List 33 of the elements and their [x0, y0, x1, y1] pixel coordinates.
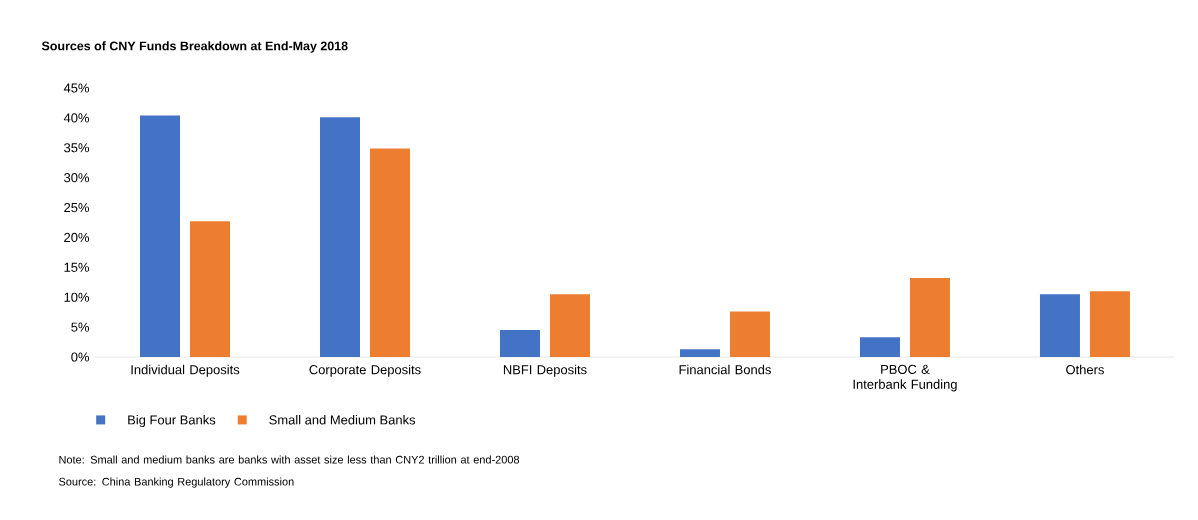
- text: Note: Small and medium banks are banks with asset size less than CNY2 trillion at end-2008: [59, 455, 520, 464]
- y-tick-label: 40%: [63, 113, 90, 123]
- y-tick-label: 0%: [71, 352, 90, 362]
- bar: [729, 311, 770, 357]
- bar: [140, 115, 180, 357]
- y-tick-label: 10%: [64, 292, 90, 302]
- y-tick-label: 35%: [64, 143, 90, 153]
- bar: [859, 337, 900, 357]
- bar: [499, 330, 540, 357]
- bar: [1039, 294, 1080, 357]
- chart-title: Sources of CNY Funds Breakdown at End-May 2018: [41, 41, 348, 53]
- x-tick-label: Corporate Deposits: [309, 364, 421, 377]
- bar: [1089, 291, 1130, 357]
- bar: [909, 278, 950, 357]
- x-tick-label: Financial Bonds: [679, 364, 771, 375]
- y-tick-label: 15%: [64, 262, 90, 272]
- x-tick-label: PBOC & Interbank Funding: [853, 364, 957, 392]
- source-note: Source: China Banking Regulatory Commission: [59, 477, 294, 488]
- y-tick-label: 25%: [64, 202, 90, 213]
- bar: [679, 349, 720, 357]
- bar: [319, 117, 360, 357]
- y-tick-label: 5%: [71, 322, 90, 332]
- legend-label: Small and Medium Banks: [269, 414, 416, 425]
- y-tick-label: 30%: [64, 173, 90, 183]
- y-tick-label: 45%: [63, 83, 90, 93]
- x-tick-label: Others: [1066, 364, 1104, 375]
- x-tick-label: NBFI Deposits: [503, 364, 587, 377]
- y-tick-label: 20%: [64, 232, 90, 243]
- legend-label: Big Four Banks: [128, 414, 216, 428]
- x-tick-label: Individual Deposits: [131, 364, 240, 377]
- bar: [190, 221, 230, 357]
- bar: [549, 294, 590, 357]
- bar: [369, 148, 410, 357]
